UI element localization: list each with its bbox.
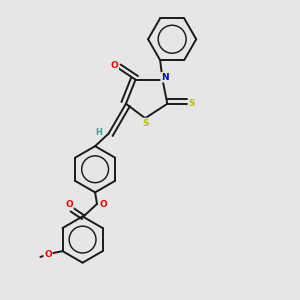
Text: H: H xyxy=(95,128,102,137)
Text: O: O xyxy=(44,250,52,259)
Text: S: S xyxy=(142,118,148,127)
Text: N: N xyxy=(161,73,169,82)
Text: S: S xyxy=(189,99,195,108)
Text: O: O xyxy=(100,200,108,209)
Text: O: O xyxy=(110,61,118,70)
Text: O: O xyxy=(65,200,73,209)
